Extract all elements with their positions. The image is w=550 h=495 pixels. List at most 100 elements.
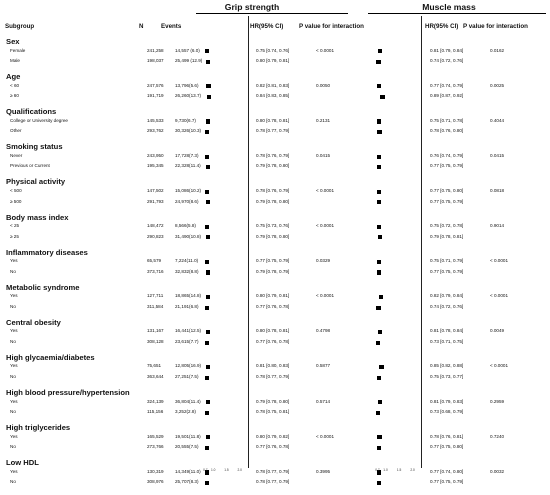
grip-hr-value: 0.82 [0.81, 0.83] — [256, 82, 290, 88]
grip-axis-tick: 1.0 — [211, 468, 216, 472]
muscle-p-value: 0.0415 — [490, 152, 505, 158]
row-events: 16,441(12.5) — [175, 328, 202, 334]
row-events: 21,191(6.8) — [175, 303, 199, 309]
row-n: 191,719 — [147, 93, 164, 99]
muscle-hr-header: HR(95% CI) — [425, 23, 459, 30]
grip-point-marker — [205, 119, 211, 124]
row-label: Yes — [10, 328, 18, 334]
grip-hr-value: 0.77 [0.76, 0.78] — [256, 303, 290, 309]
row-n: 198,037 — [147, 58, 164, 64]
grip-hr-value: 0.80 [0.79, 0.81] — [256, 293, 290, 299]
grip-point-marker — [205, 305, 210, 310]
row-events: 7,224(11.0) — [175, 258, 199, 264]
n-header: N — [139, 23, 144, 30]
muscle-hr-value: 0.77 [0.75, 0.79] — [430, 163, 464, 169]
muscle-p-value: 0.2959 — [490, 398, 505, 404]
row-n: 373,716 — [147, 268, 164, 274]
row-events: 3,252(2.8) — [175, 409, 196, 415]
muscle-point-marker — [376, 224, 381, 229]
muscle-title-underline — [368, 13, 546, 14]
row-label: No — [10, 409, 16, 415]
row-label: Yes — [10, 293, 18, 299]
row-n: 243,950 — [147, 152, 164, 158]
muscle-point-marker — [376, 305, 381, 310]
grip-point-marker — [205, 235, 210, 240]
row-label: ≥ 25 — [10, 233, 19, 239]
row-events: 22,328(11.4) — [175, 163, 201, 169]
grip-point-marker — [206, 94, 212, 100]
muscle-hr-value: 0.78 [0.76, 0.80] — [430, 128, 464, 134]
row-n: 290,823 — [147, 233, 164, 239]
subgroup-category-10: High blood pressure/hypertension — [6, 388, 130, 397]
muscle-hr-value: 0.82 [0.79, 0.84] — [430, 293, 464, 299]
row-events: 9,730(6.7) — [175, 117, 196, 123]
muscle-hr-value: 0.75 [0.71, 0.78] — [430, 117, 464, 123]
row-label: No — [10, 268, 16, 274]
grip-hr-value: 0.78 [0.77, 0.79] — [256, 374, 290, 379]
grip-p-value: 0.3995 — [316, 468, 331, 474]
muscle-p-value: 0.7240 — [490, 433, 505, 439]
row-events: 20,555(7.5) — [175, 444, 199, 450]
muscle-p-value: 0.0032 — [490, 468, 505, 474]
row-events: 18,865(14.8) — [175, 293, 202, 299]
muscle-hr-value: 0.74 [0.72, 0.76] — [430, 58, 464, 64]
row-label: Other — [10, 128, 22, 134]
grip-hr-value: 0.78 [0.77, 0.79] — [256, 128, 290, 134]
muscle-p-value: 0.0818 — [490, 187, 505, 193]
grip-hr-value: 0.79 [0.78, 0.80] — [256, 163, 290, 169]
muscle-point-marker — [376, 59, 381, 64]
grip-point-marker — [205, 410, 210, 415]
row-events: 36,804(11.4) — [175, 398, 201, 404]
muscle-hr-value: 0.89 [0.87, 0.92] — [430, 93, 464, 99]
grip-hr-value: 0.77 [0.76, 0.78] — [256, 444, 290, 450]
row-n: 247,576 — [147, 82, 164, 88]
row-n: 147,502 — [147, 187, 164, 193]
subgroup-category-0: Sex — [6, 37, 20, 46]
row-label: ≥ 60 — [10, 93, 19, 99]
row-events: 27,251(7.5) — [175, 374, 199, 379]
row-label: Female — [10, 47, 26, 53]
row-n: 311,584 — [147, 303, 164, 309]
grip-point-marker — [205, 481, 210, 486]
grip-p-value: 0.0415 — [316, 152, 331, 158]
grip-hr-value: 0.77 [0.76, 0.78] — [256, 338, 290, 344]
grip-point-marker — [206, 84, 211, 89]
grip-point-marker — [205, 445, 210, 451]
muscle-axis-tick: 2.0 — [410, 468, 415, 472]
grip-hr-value: 0.78 [0.77, 0.79] — [256, 479, 290, 485]
grip-p-header: P value for interaction — [299, 23, 364, 30]
grip-hr-value: 0.78 [0.76, 0.79] — [256, 187, 290, 193]
subgroup-category-5: Body mass index — [6, 212, 69, 222]
muscle-point-marker — [377, 130, 382, 135]
grip-point-marker — [205, 189, 210, 194]
grip-hr-value: 0.78 [0.76, 0.79] — [256, 152, 290, 158]
subgroup-category-6: Inflammatory diseases — [6, 247, 88, 257]
muscle-hr-value: 0.81 [0.78, 0.84] — [430, 328, 464, 334]
subgroup-category-9: High glycaemia/diabetes — [6, 352, 95, 362]
muscle-hr-value: 0.79 [0.78, 0.81] — [430, 233, 464, 239]
row-n: 145,533 — [147, 117, 164, 123]
muscle-hr-value: 0.77 [0.74, 0.80] — [430, 468, 464, 474]
muscle-hr-value: 0.75 [0.72, 0.78] — [430, 223, 464, 228]
grip-point-marker — [205, 270, 210, 275]
muscle-axis-tick: 0.7 — [375, 468, 380, 472]
row-events: 19,501(11.8) — [175, 433, 201, 439]
muscle-p-value: < 0.0001 — [490, 258, 509, 264]
row-label: No — [10, 338, 16, 344]
muscle-hr-value: 0.75 [0.71, 0.79] — [430, 258, 464, 264]
muscle-hr-value: 0.75 [0.73, 0.77] — [430, 374, 464, 379]
muscle-hr-value: 0.78 [0.76, 0.81] — [430, 433, 464, 439]
muscle-p-value: 0.0049 — [490, 328, 505, 334]
grip-point-marker — [205, 130, 210, 135]
row-n: 308,128 — [147, 338, 164, 344]
row-n: 273,766 — [147, 444, 164, 450]
grip-hr-value: 0.79 [0.78, 0.79] — [256, 268, 290, 274]
row-events: 31,490(10.8) — [175, 233, 202, 239]
grip-axis-tick: 1.5 — [224, 468, 229, 472]
grip-axis-tick: 0.7 — [203, 468, 208, 472]
grip-hr-header: HR(95% CI) — [250, 23, 284, 30]
row-n: 291,793 — [147, 198, 164, 204]
muscle-hr-value: 0.76 [0.74, 0.79] — [430, 152, 464, 158]
row-n: 130,319 — [147, 468, 164, 474]
row-label: No — [10, 374, 16, 379]
